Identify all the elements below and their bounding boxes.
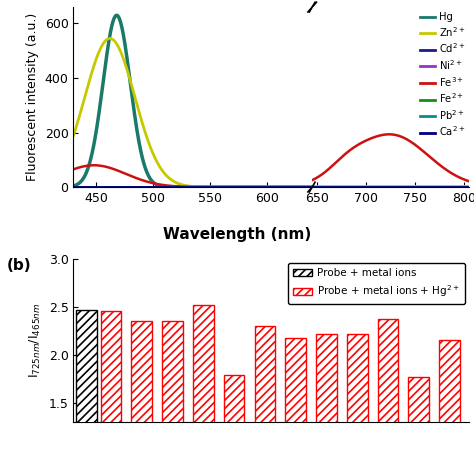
- Legend: Probe + metal ions, Probe + metal ions + Hg$^{2+}$: Probe + metal ions, Probe + metal ions +…: [288, 263, 465, 304]
- Bar: [162, 321, 183, 474]
- Bar: [255, 326, 275, 474]
- Bar: [224, 375, 245, 474]
- Y-axis label: I$_{725nm}$/I$_{465nm}$: I$_{725nm}$/I$_{465nm}$: [28, 303, 43, 378]
- Y-axis label: Fluorescent intensity (a.u.): Fluorescent intensity (a.u.): [26, 13, 39, 181]
- Text: Wavelength (nm): Wavelength (nm): [163, 227, 311, 242]
- Bar: [131, 321, 152, 474]
- Bar: [378, 319, 398, 474]
- Bar: [409, 377, 429, 474]
- Bar: [193, 305, 214, 474]
- Legend: Hg, Zn$^{2+}$, Cd$^{2+}$, Ni$^{2+}$, Fe$^{3+}$, Fe$^{2+}$, Pb$^{2+}$, Ca$^{2+}$: Hg, Zn$^{2+}$, Cd$^{2+}$, Ni$^{2+}$, Fe$…: [417, 8, 470, 142]
- Bar: [285, 337, 306, 474]
- Text: (b): (b): [7, 258, 32, 273]
- Bar: [439, 340, 460, 474]
- Bar: [76, 310, 97, 474]
- Bar: [347, 334, 367, 474]
- Bar: [100, 311, 121, 474]
- Bar: [316, 334, 337, 474]
